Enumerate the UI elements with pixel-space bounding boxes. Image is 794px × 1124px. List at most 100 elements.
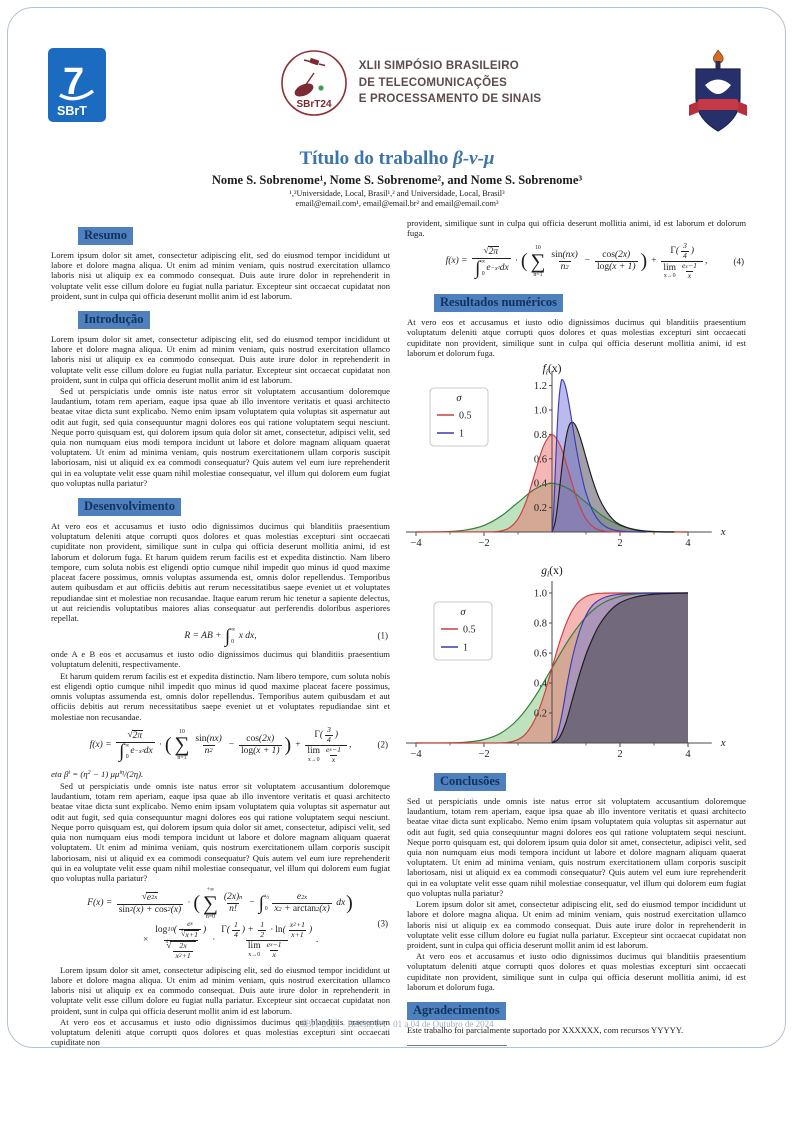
cdf-chart: −4 −2 2 4 0.2 0.4 0.6 0.8 1.0 x gi(x) σ 0.5 1: [406, 565, 726, 760]
continuation-paragraph: provident, similique sunt in culpa qui o…: [407, 218, 746, 239]
desenvolvimento-paragraph-3: Sed ut perspiciatis unde omnis iste natu…: [51, 781, 390, 883]
svg-text:1.2: 1.2: [534, 381, 547, 392]
svg-text:0.5: 0.5: [459, 411, 472, 422]
right-column: provident, similique sunt in culpa qui o…: [406, 218, 746, 1049]
crest-ribbon-right: [737, 101, 747, 116]
section-heading-conclusoes: Conclusões: [434, 773, 506, 791]
svg-text:1: 1: [463, 643, 468, 654]
svg-text:2: 2: [617, 749, 622, 760]
section-heading-resumo: Resumo: [78, 227, 134, 245]
svg-text:0.6: 0.6: [534, 454, 547, 465]
svg-text:σ: σ: [460, 607, 466, 618]
poster-footer: SBrT 2021 - Belém, PA - 01 a 04 de Outub…: [300, 1019, 494, 1029]
equation-1-tag: (1): [377, 630, 389, 641]
resumo-paragraph: Lorem ipsum dolor sit amet, consectetur …: [51, 249, 390, 301]
conference-identity: SBrT24 XLII SIMPÓSIO BRASILEIRO DE TELEC…: [279, 48, 541, 118]
satellite-icon: [309, 58, 319, 66]
svg-text:−2: −2: [478, 749, 489, 760]
section-heading-desenvolvimento: Desenvolvimento: [78, 498, 181, 516]
svg-text:0.8: 0.8: [534, 430, 547, 441]
equation-2-tag: (2): [377, 739, 389, 750]
conclusoes-paragraph-2: Lorem ipsum dolor sit amet, consectetur …: [407, 899, 746, 950]
desenvolvimento-paragraph-2: Et harum quidem rerum facilis est et exp…: [51, 670, 390, 722]
svg-text:1.0: 1.0: [534, 589, 547, 600]
agradecimentos-paragraph: Este trabalho foi parcialmente suportado…: [407, 1024, 684, 1035]
svg-text:−2: −2: [478, 538, 489, 549]
conference-name: XLII SIMPÓSIO BRASILEIRO DE TELECOMUNICA…: [359, 58, 541, 108]
affiliations-line: ¹,²Universidade, Local, Brasil¹,² and Un…: [289, 189, 505, 198]
page-title: Título do trabalho β-ν-μ: [0, 148, 794, 170]
poster-header: 7 SBrT SBrT24 XLII SIMPÓSIO BRASILEIRO D…: [48, 48, 750, 136]
svg-text:4: 4: [685, 749, 691, 760]
svg-text:0.6: 0.6: [534, 649, 547, 660]
section-heading-introducao: Introdução: [78, 310, 150, 329]
svg-text:0.2: 0.2: [534, 709, 547, 720]
pdf-chart: −4 −2 2 4 0.2 0.4 0.6 0.8 1.0 1.2 x fi(x) σ 0.5 1: [406, 363, 726, 549]
svg-text:−4: −4: [410, 749, 422, 760]
badge-label: SBrT24: [296, 99, 331, 110]
svg-text:−4: −4: [410, 538, 422, 549]
svg-text:fi(x): fi(x): [543, 363, 562, 377]
equation-1: R = AB + ∫ ∞ 0 x dx, (1): [51, 625, 390, 647]
conference-name-line1: XLII SIMPÓSIO BRASILEIRO: [358, 59, 519, 72]
badge-green-dot: [318, 85, 324, 91]
desenvolvimento-paragraph-1: At vero eos et accusamus et iusto odio d…: [51, 521, 390, 623]
authors-line: Nome S. Sobrenome¹, Nome S. Sobrenome², …: [211, 173, 583, 187]
svg-text:4: 4: [685, 538, 691, 549]
title-block: Título do trabalho β-ν-μ Nome S. Sobreno…: [0, 148, 794, 208]
left-column: Resumo Lorem ipsum dolor sit amet, conse…: [51, 218, 390, 1049]
crest-torch-handle: [715, 61, 721, 69]
svg-text:x: x: [720, 737, 726, 749]
equation-2-math: f(x) = √ 2π ∫ ∞ 0 e −x² dx · (10 ∑ n=1 sin (nx) n 2 −…: [89, 724, 352, 764]
section-heading-agradecimentos: Agradecimentos: [407, 1002, 506, 1020]
equation-3-line1: F(x) = √ e 2x sin 2 (x) + cos 2 (x) · (+∞ ∑ n=0 (2…: [87, 887, 353, 920]
emails-line: email@email.com¹, email@email.br² and em…: [295, 199, 499, 208]
svg-text:2: 2: [617, 538, 622, 549]
conclusoes-paragraph-3: At vero eos et accusamus et iusto odio d…: [407, 951, 746, 992]
svg-text:x: x: [720, 526, 726, 538]
desenvolvimento-onde-paragraph: onde A e B eos et accusamus et iusto odi…: [51, 649, 390, 670]
introducao-paragraph-2: Sed ut perspiciatis unde omnis iste natu…: [51, 385, 390, 488]
desenvolvimento-paragraph-4: Lorem ipsum dolor sit amet, consectetur …: [51, 964, 390, 1016]
satellite-dish-icon: [294, 83, 314, 97]
dish-feed-arm: [304, 72, 315, 87]
sbrt-logo-text: SBrT: [57, 104, 87, 118]
resultados-paragraph: At vero eos et accusamus et iusto odio d…: [407, 317, 746, 358]
crest-dove: [705, 79, 731, 94]
introducao-paragraph-1: Lorem ipsum dolor sit amet, consectetur …: [51, 333, 390, 385]
svg-text:1: 1: [459, 429, 464, 440]
title-greek-suffix: β-ν-μ: [453, 148, 495, 169]
poster-body: Resumo Lorem ipsum dolor sit amet, conse…: [0, 218, 794, 1049]
satellite-panel-right: [318, 63, 325, 67]
crest-ribbon-band: [698, 99, 738, 110]
university-crest: [689, 49, 747, 132]
equation-2: f(x) = √ 2π ∫ ∞ 0 e −x² dx · (10 ∑ n=1 sin (nx) n 2 −…: [51, 724, 390, 765]
equation-4-math: f(x) = √ 2π ∫ ∞ 0 e −x² dx · (10 ∑ n=1 sin (nx) n 2 −…: [445, 241, 708, 281]
equation-3: F(x) = √ e 2x sin 2 (x) + cos 2 (x) · (+∞ ∑ n=0 (2…: [51, 887, 390, 961]
svg-text:0.2: 0.2: [534, 503, 547, 514]
title-text: Título do trabalho: [299, 148, 454, 169]
svg-text:0.4: 0.4: [534, 479, 548, 490]
equation-3-lines: F(x) = √ e 2x sin 2 (x) + cos 2 (x) · (+∞ ∑ n=0 (2…: [87, 887, 354, 961]
svg-text:0.4: 0.4: [534, 679, 548, 690]
satellite-panel-left: [303, 59, 310, 63]
sbrt-logo-seven-glyph: 7: [63, 61, 84, 103]
equation-4-tag: (4): [733, 256, 745, 267]
svg-text:1.0: 1.0: [534, 406, 547, 417]
footnote-rule: [407, 1045, 507, 1047]
conclusoes-paragraph-1: Sed ut perspiciatis unde omnis iste natu…: [407, 795, 746, 898]
svg-text:0.5: 0.5: [463, 625, 476, 636]
svg-text:σ: σ: [456, 393, 462, 404]
conference-name-line2: DE TELECOMUNICAÇÕES: [358, 76, 507, 89]
conference-name-line3: E PROCESSAMENTO DE SINAIS: [358, 93, 542, 106]
equation-1-math: R = AB + ∫ ∞ 0 x dx,: [184, 625, 257, 647]
sbrt-logo: 7 SBrT: [48, 48, 106, 122]
equation-4: f(x) = √ 2π ∫ ∞ 0 e −x² dx · (10 ∑ n=1 sin (nx) n 2 −…: [407, 241, 746, 281]
equation-3-tag: (3): [377, 918, 389, 929]
crest-ribbon-left: [689, 101, 699, 116]
sbrt-logo-background: [48, 48, 106, 122]
section-heading-resultados: Resultados numéricos: [434, 294, 564, 313]
svg-text:0.8: 0.8: [534, 619, 547, 630]
